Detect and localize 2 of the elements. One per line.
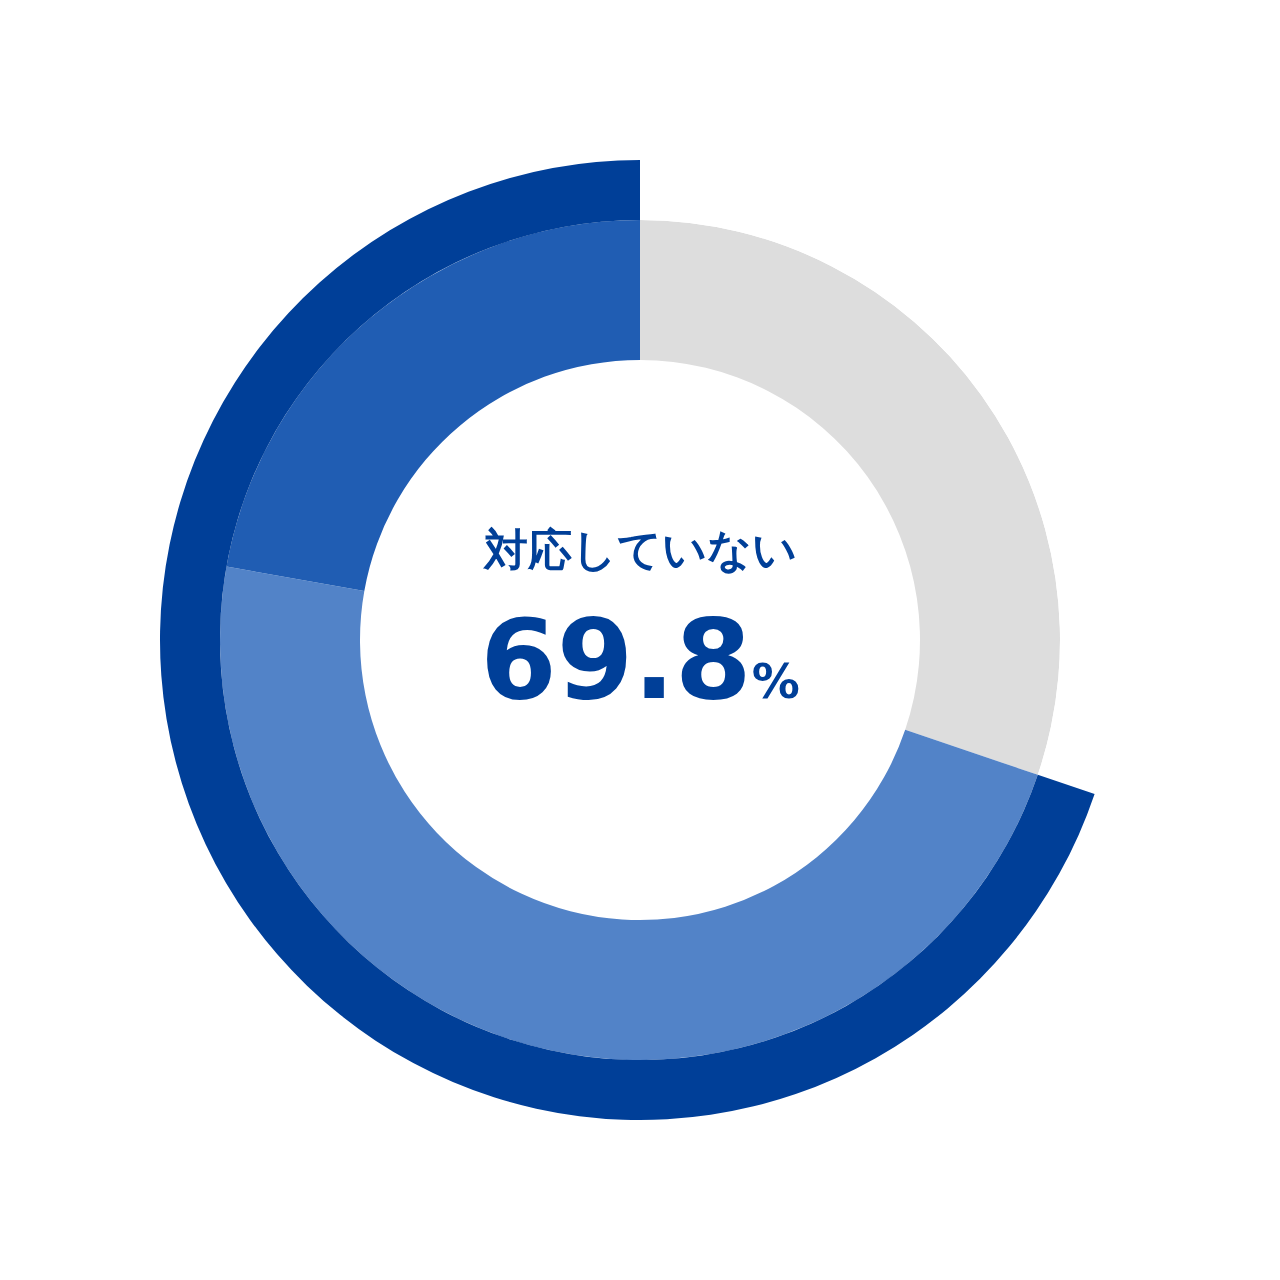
slice-label: 対応していない <box>481 524 797 575</box>
data-label: 69.8% <box>480 596 800 724</box>
